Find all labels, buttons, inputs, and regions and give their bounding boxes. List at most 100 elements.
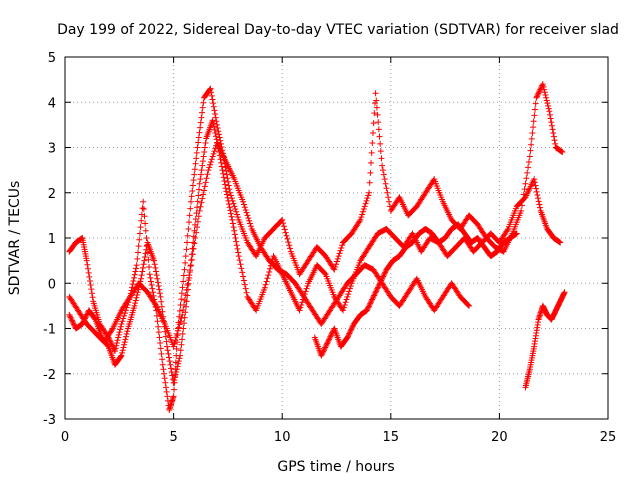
plus-marker (87, 282, 94, 289)
plus-marker (209, 96, 216, 103)
plus-marker (143, 235, 150, 241)
plus-marker (173, 345, 180, 352)
plus-marker (187, 198, 194, 205)
plus-marker (138, 275, 145, 282)
plus-marker (181, 296, 188, 303)
plus-marker (358, 214, 365, 221)
plus-marker (192, 235, 199, 241)
plus-marker (157, 345, 164, 352)
plus-marker (375, 119, 382, 126)
plus-marker (141, 213, 148, 220)
plus-marker (537, 85, 544, 92)
plus-marker (533, 93, 540, 100)
plus-marker (153, 268, 160, 275)
plus-marker (186, 272, 193, 279)
plus-marker (188, 256, 195, 263)
plus-marker (361, 203, 368, 210)
plus-marker (124, 328, 131, 335)
plus-marker (164, 343, 171, 350)
plus-marker (536, 87, 543, 94)
plus-marker (369, 296, 376, 303)
plus-marker (374, 284, 381, 291)
plus-marker (366, 301, 373, 308)
plus-marker (324, 340, 331, 347)
plus-marker (283, 232, 290, 239)
plus-marker (372, 289, 379, 296)
plus-marker (185, 225, 192, 232)
plus-marker (157, 293, 164, 300)
plus-marker (184, 232, 191, 239)
plus-marker (225, 201, 232, 208)
plus-marker (132, 268, 139, 275)
plus-marker (544, 100, 551, 107)
plus-marker (532, 106, 539, 113)
plus-marker (227, 210, 234, 217)
plus-marker (243, 209, 250, 216)
plus-marker (539, 81, 546, 88)
plus-marker (152, 264, 159, 271)
plus-marker (364, 306, 371, 313)
plus-marker (139, 205, 146, 212)
plus-marker (370, 293, 377, 300)
plus-marker (123, 333, 130, 340)
plus-marker (197, 119, 204, 126)
plus-marker (213, 118, 220, 125)
plus-marker (185, 277, 192, 284)
series-trace-e (522, 289, 568, 391)
plus-marker (201, 183, 208, 190)
plus-marker (196, 180, 203, 187)
plus-marker (91, 315, 98, 322)
plus-marker (543, 94, 550, 101)
plus-marker (557, 239, 564, 246)
plus-marker (265, 272, 272, 279)
plus-marker (264, 275, 271, 282)
plus-marker (240, 273, 247, 280)
plus-marker (154, 275, 161, 282)
plus-marker (378, 277, 385, 284)
plus-marker (210, 123, 217, 130)
plus-marker (333, 261, 340, 268)
series-trace-d (311, 221, 520, 359)
plus-marker (117, 326, 124, 333)
plus-marker (202, 139, 209, 146)
plus-marker (179, 284, 186, 291)
plus-marker (523, 175, 530, 182)
plus-marker (365, 304, 372, 311)
plus-marker (246, 217, 253, 224)
plus-marker (178, 290, 185, 297)
plus-marker (230, 224, 237, 231)
plus-marker (223, 188, 230, 195)
plus-marker (224, 175, 231, 182)
plus-marker (324, 339, 331, 346)
x-axis-label: GPS time / hours (277, 459, 394, 475)
plus-marker (70, 321, 77, 328)
plus-marker (321, 270, 328, 277)
plus-marker (179, 311, 186, 318)
plus-marker (184, 239, 191, 246)
plus-marker (371, 100, 378, 107)
plus-marker (171, 386, 178, 393)
plus-marker (176, 355, 183, 362)
plus-marker (202, 179, 209, 186)
plus-marker (207, 85, 214, 92)
plus-marker (513, 230, 520, 237)
plus-marker (217, 137, 224, 144)
plus-marker (240, 201, 247, 208)
plus-marker (540, 83, 547, 90)
plus-marker (166, 354, 173, 361)
plus-marker (374, 111, 381, 118)
plus-marker (161, 375, 168, 382)
plus-marker (242, 285, 249, 292)
plus-marker (551, 137, 558, 144)
plus-marker (218, 163, 225, 170)
plus-marker (183, 287, 190, 294)
plus-marker (183, 246, 190, 253)
plus-marker (320, 348, 327, 355)
plus-marker (176, 321, 183, 328)
plus-marker (192, 160, 199, 167)
plus-marker (167, 361, 174, 368)
plus-marker (199, 104, 206, 111)
plus-marker (201, 187, 208, 194)
x-tick-label: 10 (274, 430, 291, 445)
